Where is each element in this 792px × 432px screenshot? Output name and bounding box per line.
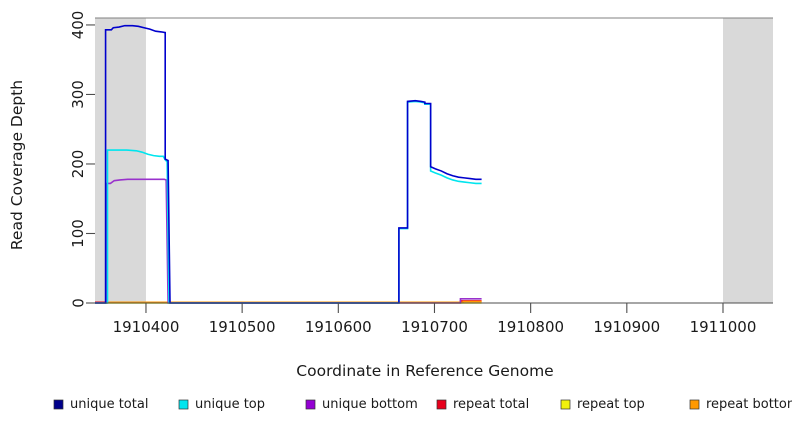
left-repeat-region: [95, 18, 146, 303]
series-line-repeat-bottom: [105, 300, 482, 304]
legend-swatch-unique-top: [178, 399, 189, 410]
legend-label-unique-bottom: unique bottom: [322, 397, 418, 412]
legend-group: unique total unique top unique bottom repea…: [53, 397, 792, 412]
legend-label-unique-top: unique top: [195, 397, 265, 412]
legend-label-unique-total: unique total: [70, 397, 148, 412]
shaded-regions-group: [95, 18, 773, 303]
legend-label-repeat-total: repeat total: [453, 397, 529, 412]
x-tick-label-1910800: 1910800: [497, 318, 564, 336]
x-axis-title: Coordinate in Reference Genome: [296, 362, 553, 380]
x-tick-label-1910500: 1910500: [209, 318, 276, 336]
y-tick-label-0: 0: [69, 298, 87, 308]
legend-label-repeat-bottom: repeat bottom: [706, 397, 792, 412]
right-repeat-region: [722, 18, 773, 303]
legend-swatch-repeat-top: [560, 399, 571, 410]
legend-label-repeat-top: repeat top: [577, 397, 645, 412]
x-tick-label-1910900: 1910900: [593, 318, 660, 336]
y-tick-labels-group: 0 100 200 300 400: [69, 11, 87, 308]
y-tick-label-200: 200: [69, 150, 87, 179]
x-tick-label-1910400: 1910400: [113, 318, 180, 336]
legend-swatch-repeat-bottom: [689, 399, 700, 410]
y-tick-label-300: 300: [69, 80, 87, 109]
legend-swatch-unique-bottom: [305, 399, 316, 410]
x-tick-label-1911000: 1911000: [690, 318, 757, 336]
legend-swatch-unique-total: [53, 399, 64, 410]
x-tick-label-1910700: 1910700: [401, 318, 468, 336]
y-axis-group: [86, 24, 95, 304]
legend-swatch-repeat-total: [436, 399, 447, 410]
y-tick-label-400: 400: [69, 11, 87, 40]
y-tick-label-100: 100: [69, 219, 87, 248]
x-tick-labels-group: 1910400 1910500 1910600 1910700 1910800 19109…: [113, 318, 757, 336]
y-axis-title: Read Coverage Depth: [8, 80, 26, 250]
x-axis-group: [95, 302, 773, 313]
x-tick-label-1910600: 1910600: [305, 318, 372, 336]
